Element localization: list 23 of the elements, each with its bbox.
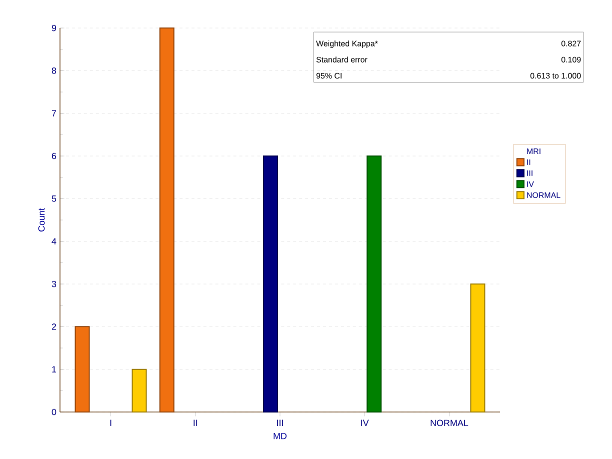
y-tick-label: 0 xyxy=(52,408,56,416)
bar xyxy=(132,368,147,412)
x-tick-label: III xyxy=(277,420,283,426)
y-tick-label: 2 xyxy=(52,324,56,330)
x-axis-title: MD xyxy=(274,432,287,440)
y-tick-label: 5 xyxy=(52,196,56,202)
bar xyxy=(74,326,90,412)
y-tick-label: 4 xyxy=(52,238,56,244)
bar xyxy=(470,284,486,412)
y-tick-label: 9 xyxy=(52,24,56,32)
y-tick-label: 6 xyxy=(52,152,56,160)
x-tick-label: IV xyxy=(361,420,369,426)
x-tick-label: I xyxy=(110,420,112,426)
y-tick-label: 1 xyxy=(52,366,56,372)
bar xyxy=(263,156,278,412)
y-axis-title: Count xyxy=(38,208,45,232)
bar xyxy=(366,156,382,412)
y-tick-label: 7 xyxy=(52,110,56,116)
y-tick-label: 8 xyxy=(52,67,56,74)
x-tick-label: II xyxy=(194,420,198,426)
y-tick-label: 3 xyxy=(52,280,56,288)
x-tick-label: NORMAL xyxy=(430,420,468,426)
bar xyxy=(159,28,174,412)
